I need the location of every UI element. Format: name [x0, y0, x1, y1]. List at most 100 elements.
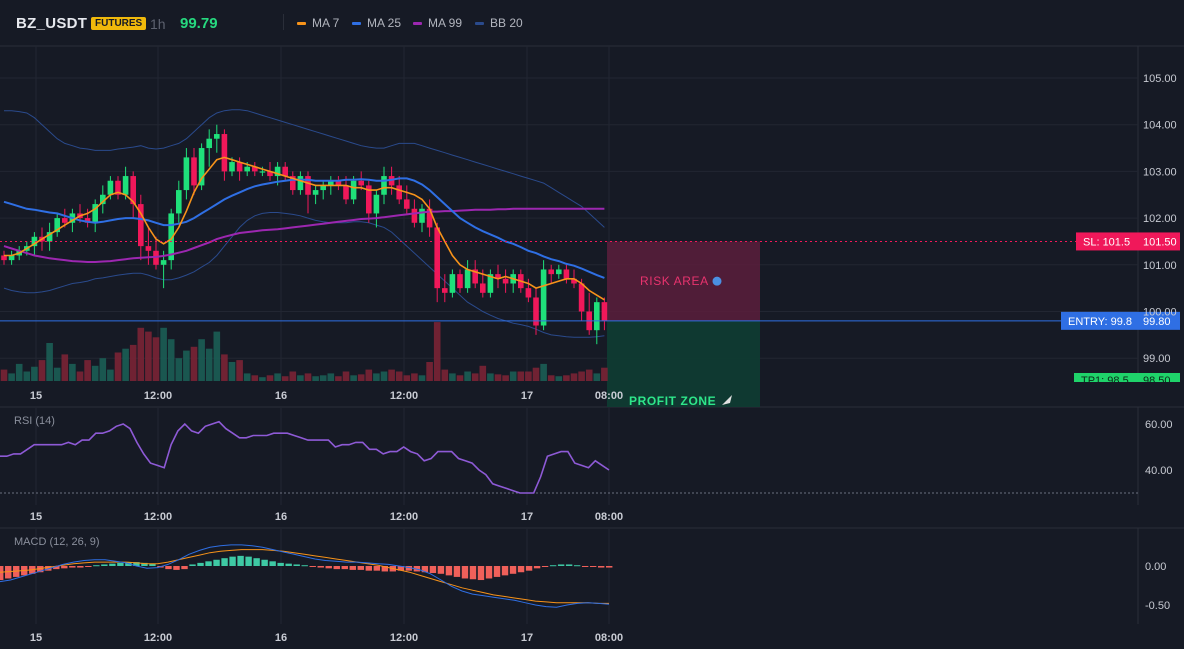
macd-hist-38 — [301, 565, 308, 567]
macd-hist-9 — [69, 566, 76, 568]
symbol-name[interactable]: BZ_USDT — [16, 15, 88, 32]
legend-ma99[interactable]: MA 99 — [413, 16, 462, 30]
macd-hist-27 — [213, 559, 220, 566]
volume-bar-45 — [342, 371, 350, 381]
tp-tag-label: TP1: 98.5 — [1081, 375, 1129, 387]
candle-body-4 — [31, 236, 38, 247]
macd-hist-69 — [549, 565, 557, 567]
candle-body-38 — [290, 176, 296, 191]
candle-body-18 — [138, 204, 144, 247]
macd-hist-50 — [397, 566, 405, 571]
candle-body-37 — [282, 166, 288, 177]
last-price: 99.79 — [180, 15, 218, 32]
volume-bar-27 — [205, 348, 213, 381]
candle-body-30 — [229, 162, 235, 172]
volume-bar-62 — [471, 373, 479, 381]
volume-bar-44 — [335, 376, 342, 381]
macd-hist-19 — [149, 563, 156, 566]
macd-hist-68 — [541, 566, 549, 567]
volume-bar-41 — [312, 376, 319, 381]
risk-area-label: RISK AREA — [640, 274, 709, 288]
candle-body-63 — [480, 283, 486, 293]
timeframe-label[interactable]: 1h — [150, 16, 166, 32]
macd-hist-47 — [373, 566, 381, 571]
time-tick-1-3: 12:00 — [390, 511, 418, 523]
macd-hist-67 — [533, 566, 541, 569]
macd-hist-11 — [85, 566, 92, 567]
volume-bar-66 — [502, 375, 509, 381]
macd-hist-32 — [253, 558, 260, 566]
volume-bar-24 — [183, 350, 190, 381]
macd-hist-40 — [317, 566, 324, 568]
candle-body-76 — [578, 283, 585, 312]
legend-ma7[interactable]: MA 7 — [283, 14, 339, 30]
time-tick-1-4: 17 — [521, 511, 533, 523]
volume-bar-26 — [198, 339, 205, 381]
volume-bar-4 — [31, 366, 38, 381]
macd-hist-35 — [277, 562, 284, 566]
candle-body-61 — [464, 269, 471, 289]
entry-tag-bg — [1061, 311, 1180, 330]
ma25-line — [3, 177, 605, 279]
volume-bar-49 — [373, 373, 380, 381]
macd-hist-48 — [381, 566, 389, 572]
volume-bar-8 — [61, 354, 69, 381]
price-tick-5: 100.00 — [1143, 307, 1177, 319]
entry-tag-label: ENTRY: 99.8 — [1068, 316, 1132, 328]
candle-body-53 — [404, 199, 410, 209]
candle-body-8 — [62, 218, 68, 223]
candle-body-16 — [122, 176, 129, 195]
legend-bb20[interactable]: BB 20 — [475, 16, 523, 30]
candle-body-47 — [358, 180, 364, 186]
volume-bar-1 — [8, 373, 15, 381]
macd-hist-46 — [365, 566, 373, 571]
candle-body-74 — [563, 269, 570, 279]
macd-tick-0: 0.00 — [1145, 561, 1166, 573]
volume-bar-30 — [228, 362, 236, 381]
time-tick-2-2: 16 — [275, 632, 287, 644]
macd-hist-61 — [485, 566, 493, 579]
volume-bar-70 — [532, 367, 540, 381]
volume-bar-22 — [167, 339, 175, 381]
ma7-line — [4, 156, 605, 301]
macd-hist-72 — [573, 565, 581, 567]
candle-body-13 — [100, 194, 106, 205]
volume-bar-76 — [578, 371, 585, 381]
volume-bar-46 — [350, 375, 357, 381]
trade-zones: RISK AREA PROFIT ZONE — [607, 241, 760, 408]
volume-bar-19 — [145, 331, 152, 381]
volume-bar-9 — [69, 363, 76, 381]
candle-body-45 — [343, 185, 349, 200]
candle-body-40 — [305, 176, 311, 195]
profit-zone — [607, 320, 760, 407]
volume-bar-17 — [129, 344, 137, 381]
rsi-pane: 60.00 40.00 — [0, 419, 1173, 494]
candle-body-24 — [183, 157, 190, 191]
time-tick-2-1: 12:00 — [144, 632, 172, 644]
volume-bar-60 — [456, 375, 464, 381]
time-tick-0-1: 12:00 — [144, 390, 172, 402]
macd-hist-42 — [333, 566, 340, 570]
volume-bar-13 — [99, 358, 107, 381]
legend-ma25[interactable]: MA 25 — [352, 16, 401, 30]
volume-bar-61 — [464, 371, 471, 381]
macd-hist-15 — [117, 562, 124, 566]
macd-hist-71 — [565, 564, 573, 566]
macd-hist-5 — [37, 566, 44, 573]
rsi-tick-1: 40.00 — [1145, 465, 1173, 477]
candle-body-50 — [381, 176, 387, 195]
candle-body-62 — [472, 269, 478, 284]
legend-ma25-swatch — [352, 21, 361, 25]
macd-hist-21 — [165, 566, 172, 570]
candle-body-0 — [1, 255, 7, 261]
volume-bar-14 — [107, 369, 114, 381]
shield-icon — [712, 276, 722, 286]
candle-body-42 — [320, 185, 326, 191]
macd-hist-60 — [477, 566, 485, 581]
volume-bar-59 — [449, 373, 456, 381]
volume-bar-36 — [274, 373, 281, 381]
volume-bar-31 — [236, 360, 243, 381]
candle-body-49 — [373, 194, 380, 214]
volume-bar-5 — [38, 360, 46, 381]
